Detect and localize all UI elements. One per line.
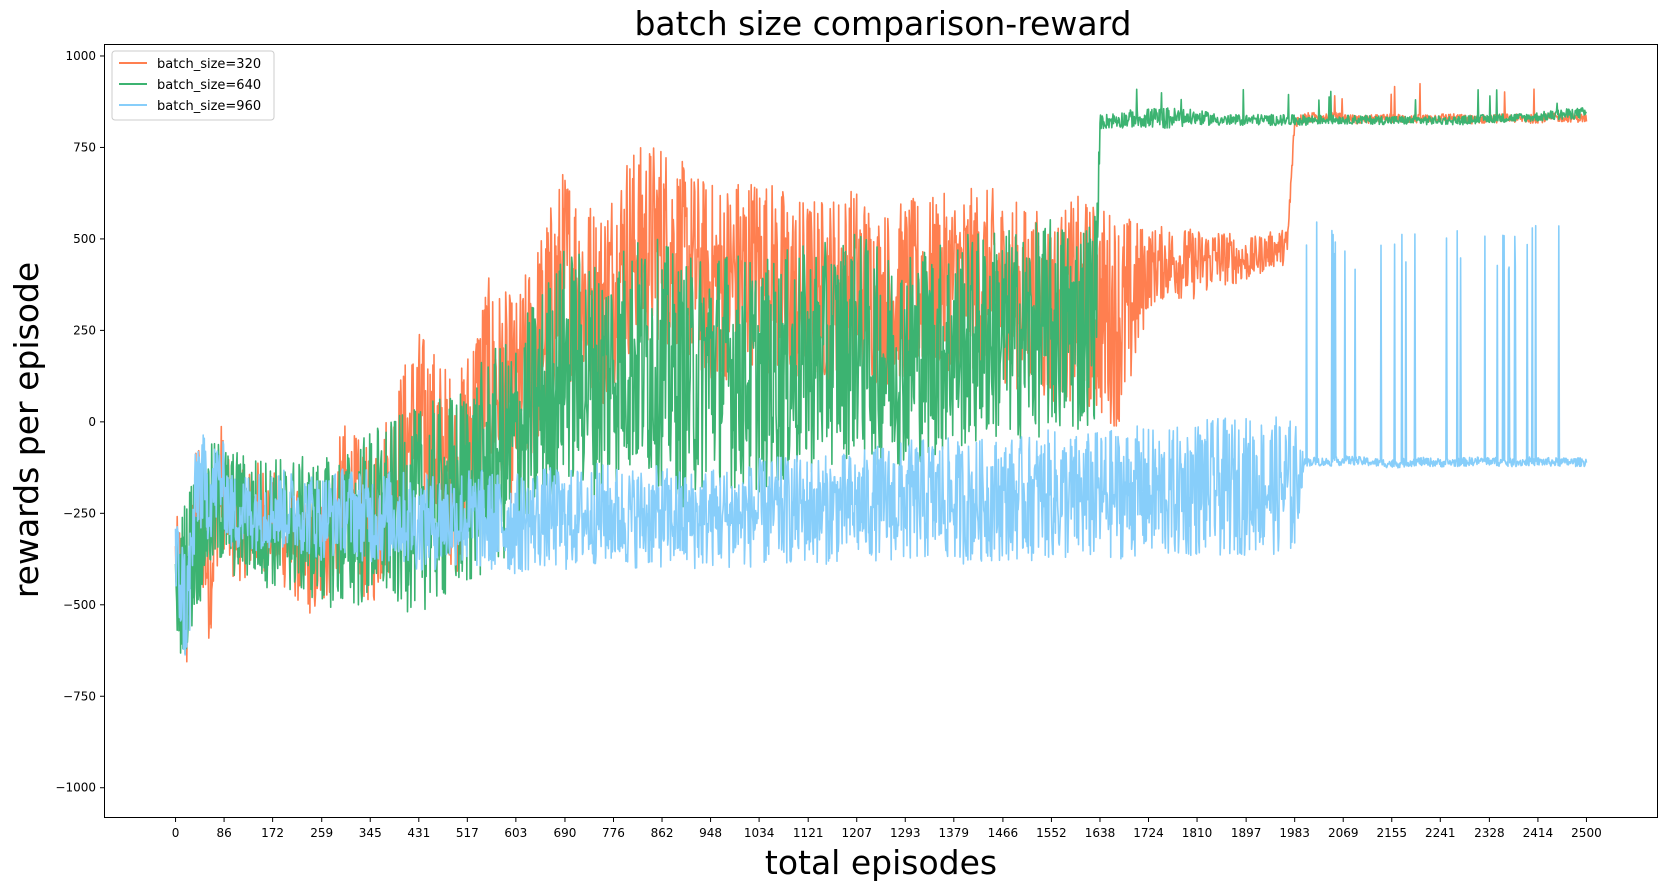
x-tick-label: 1897 bbox=[1231, 826, 1262, 840]
x-tick-label: 690 bbox=[554, 826, 577, 840]
y-axis: −1000 −750 −500 −250 0 250 500 750 1000 bbox=[55, 49, 105, 795]
x-tick-label: 259 bbox=[310, 826, 333, 840]
x-tick-label: 776 bbox=[602, 826, 625, 840]
x-tick-label: 1034 bbox=[744, 826, 775, 840]
plot-area bbox=[174, 82, 1588, 663]
x-tick-label: 1121 bbox=[793, 826, 824, 840]
y-tick-label: −500 bbox=[63, 598, 96, 612]
legend-box bbox=[111, 50, 275, 121]
x-tick-label: 345 bbox=[359, 826, 382, 840]
y-tick-label: 750 bbox=[73, 140, 96, 154]
x-tick-label: 1379 bbox=[939, 826, 970, 840]
legend-label: batch_size=960 bbox=[157, 99, 261, 114]
legend: batch_size=320 batch_size=640 batch_size=9… bbox=[111, 50, 275, 121]
x-tick-label: 2328 bbox=[1474, 826, 1505, 840]
x-tick-label: 1724 bbox=[1133, 826, 1164, 840]
y-tick-label: −750 bbox=[63, 689, 96, 703]
x-tick-label: 1983 bbox=[1279, 826, 1310, 840]
x-tick-label: 431 bbox=[407, 826, 430, 840]
y-axis-title: rewards per episode bbox=[7, 262, 46, 598]
x-tick-label: 603 bbox=[504, 826, 527, 840]
y-tick-label: −250 bbox=[63, 506, 96, 520]
x-tick-label: 2414 bbox=[1523, 826, 1554, 840]
y-tick-label: 0 bbox=[88, 415, 96, 429]
y-tick-label: 250 bbox=[73, 323, 96, 337]
x-axis-title: total episodes bbox=[765, 843, 997, 882]
legend-label: batch_size=320 bbox=[157, 57, 261, 72]
x-axis: 0 86 172 259 345 431 517 603 690 776 862 948 1034 112… bbox=[172, 817, 1602, 840]
y-tick-label: 500 bbox=[73, 232, 96, 246]
x-tick-label: 1810 bbox=[1182, 826, 1213, 840]
legend-label: batch_size=640 bbox=[157, 78, 261, 93]
x-tick-label: 862 bbox=[651, 826, 674, 840]
x-tick-label: 1552 bbox=[1036, 826, 1067, 840]
x-tick-label: 1293 bbox=[890, 826, 921, 840]
x-tick-label: 2069 bbox=[1328, 826, 1359, 840]
x-tick-label: 2241 bbox=[1425, 826, 1456, 840]
chart-title: batch size comparison-reward bbox=[634, 4, 1131, 43]
x-tick-label: 86 bbox=[216, 826, 231, 840]
x-tick-label: 172 bbox=[261, 826, 284, 840]
x-tick-label: 948 bbox=[699, 826, 722, 840]
y-tick-label: −1000 bbox=[55, 781, 96, 795]
x-tick-label: 1638 bbox=[1085, 826, 1116, 840]
y-tick-label: 1000 bbox=[65, 49, 96, 63]
x-tick-label: 2500 bbox=[1571, 826, 1602, 840]
x-tick-label: 2155 bbox=[1376, 826, 1407, 840]
x-tick-label: 517 bbox=[456, 826, 479, 840]
x-tick-label: 1207 bbox=[841, 826, 872, 840]
x-tick-label: 1466 bbox=[988, 826, 1019, 840]
plot-frame bbox=[104, 44, 1658, 818]
series-line-batch-size-960 bbox=[174, 221, 1588, 656]
x-tick-label: 0 bbox=[172, 826, 180, 840]
